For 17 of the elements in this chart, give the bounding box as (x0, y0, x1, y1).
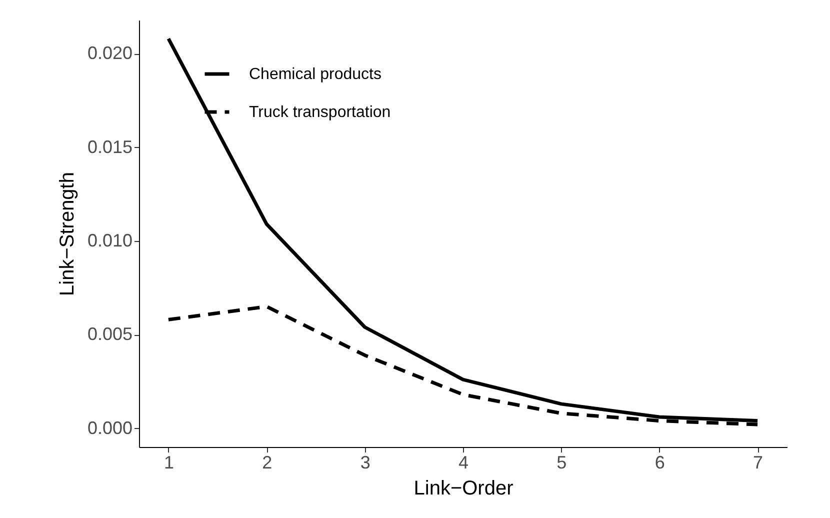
y-tick-label: 0.000 (87, 418, 132, 438)
legend-label: Truck transportation (249, 104, 391, 121)
y-tick-label: 0.020 (87, 43, 132, 64)
y-tick-label: 0.010 (87, 230, 132, 250)
x-axis-title: Link−Order (414, 478, 514, 500)
x-tick-label: 5 (556, 452, 567, 472)
y-axis-title: Link−Strength (56, 172, 78, 296)
legend-label: Chemical products (249, 66, 382, 83)
x-tick-label: 2 (262, 452, 272, 472)
y-tick-label: 0.015 (87, 136, 132, 157)
x-tick-label: 6 (654, 452, 665, 472)
x-tick-label: 4 (458, 452, 469, 472)
x-tick-label: 7 (753, 452, 764, 472)
x-tick-label: 3 (360, 452, 370, 472)
line-series (166, 36, 760, 423)
y-tick-label: 0.005 (87, 324, 132, 344)
x-tick-label: 1 (164, 452, 174, 472)
